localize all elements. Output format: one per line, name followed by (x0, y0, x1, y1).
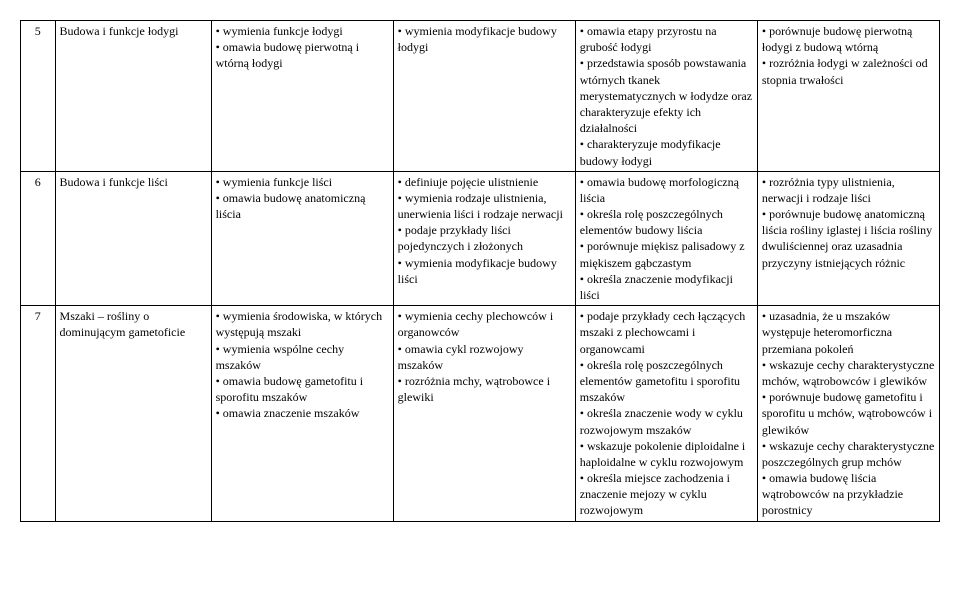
cell-level-3: omawia etapy przyrostu na grubość łodygi… (575, 21, 757, 172)
table-row: 6Budowa i funkcje liściwymienia funkcje … (21, 171, 940, 306)
bullet-item: omawia cykl rozwojowy mszaków (398, 341, 571, 373)
bullet-item: określa znaczenie modyfikacji liści (580, 271, 753, 303)
bullet-item: wymienia funkcje łodygi (216, 23, 389, 39)
bullet-item: wskazuje pokolenie diploidalne i haploid… (580, 438, 753, 470)
bullet-item: omawia budowę anatomiczną liścia (216, 190, 389, 222)
row-topic: Budowa i funkcje łodygi (55, 21, 211, 172)
bullet-item: wymienia środowiska, w których występują… (216, 308, 389, 340)
cell-level-4: porównuje budowę pierwotną łodygi z budo… (757, 21, 939, 172)
bullet-item: wskazuje cechy charakterystyczne poszcze… (762, 438, 935, 470)
bullet-item: omawia znaczenie mszaków (216, 405, 389, 421)
curriculum-table: 5Budowa i funkcje łodygiwymienia funkcje… (20, 20, 940, 522)
bullet-item: porównuje budowę gametofitu i sporofitu … (762, 389, 935, 438)
bullet-item: rozróżnia typy ulistnienia, nerwacji i r… (762, 174, 935, 206)
cell-level-3: omawia budowę morfologiczną liściaokreśl… (575, 171, 757, 306)
bullet-item: omawia etapy przyrostu na grubość łodygi (580, 23, 753, 55)
bullet-item: wymienia modyfikacje budowy łodygi (398, 23, 571, 55)
bullet-item: wymienia rodzaje ulistnienia, unerwienia… (398, 190, 571, 222)
bullet-item: przedstawia sposób powstawania wtórnych … (580, 55, 753, 136)
table-body: 5Budowa i funkcje łodygiwymienia funkcje… (21, 21, 940, 522)
bullet-item: porównuje miękisz palisadowy z miękiszem… (580, 238, 753, 270)
row-number: 5 (21, 21, 56, 172)
bullet-item: wymienia cechy plechowców i organowców (398, 308, 571, 340)
bullet-item: omawia budowę morfologiczną liścia (580, 174, 753, 206)
bullet-item: określa rolę poszczególnych elementów ga… (580, 357, 753, 406)
row-number: 6 (21, 171, 56, 306)
bullet-item: rozróżnia mchy, wątrobowce i glewiki (398, 373, 571, 405)
bullet-item: porównuje budowę anatomiczną liścia rośl… (762, 206, 935, 271)
bullet-item: definiuje pojęcie ulistnienie (398, 174, 571, 190)
bullet-item: określa znaczenie wody w cyklu rozwojowy… (580, 405, 753, 437)
row-number: 7 (21, 306, 56, 521)
bullet-item: określa rolę poszczególnych elementów bu… (580, 206, 753, 238)
cell-level-2: definiuje pojęcie ulistnieniewymienia ro… (393, 171, 575, 306)
table-row: 5Budowa i funkcje łodygiwymienia funkcje… (21, 21, 940, 172)
bullet-item: omawia budowę gametofitu i sporofitu msz… (216, 373, 389, 405)
bullet-item: charakteryzuje modyfikacje budowy łodygi (580, 136, 753, 168)
bullet-item: porównuje budowę pierwotną łodygi z budo… (762, 23, 935, 55)
bullet-item: omawia budowę pierwotną i wtórną łodygi (216, 39, 389, 71)
cell-level-1: wymienia środowiska, w których występują… (211, 306, 393, 521)
bullet-item: podaje przykłady liści pojedynczych i zł… (398, 222, 571, 254)
bullet-item: wymienia funkcje liści (216, 174, 389, 190)
cell-level-2: wymienia modyfikacje budowy łodygi (393, 21, 575, 172)
cell-level-1: wymienia funkcje liściomawia budowę anat… (211, 171, 393, 306)
bullet-item: uzasadnia, że u mszaków występuje hetero… (762, 308, 935, 357)
bullet-item: rozróżnia łodygi w zależności od stopnia… (762, 55, 935, 87)
cell-level-4: uzasadnia, że u mszaków występuje hetero… (757, 306, 939, 521)
row-topic: Budowa i funkcje liści (55, 171, 211, 306)
bullet-item: wymienia modyfikacje budowy liści (398, 255, 571, 287)
cell-level-4: rozróżnia typy ulistnienia, nerwacji i r… (757, 171, 939, 306)
cell-level-1: wymienia funkcje łodygiomawia budowę pie… (211, 21, 393, 172)
cell-level-3: podaje przykłady cech łączących mszaki z… (575, 306, 757, 521)
bullet-item: podaje przykłady cech łączących mszaki z… (580, 308, 753, 357)
row-topic: Mszaki – rośliny o dominującym gametofic… (55, 306, 211, 521)
bullet-item: wskazuje cechy charakterystyczne mchów, … (762, 357, 935, 389)
bullet-item: określa miejsce zachodzenia i znaczenie … (580, 470, 753, 519)
bullet-item: omawia budowę liścia wątrobowców na przy… (762, 470, 935, 519)
cell-level-2: wymienia cechy plechowców i organowcówom… (393, 306, 575, 521)
table-row: 7Mszaki – rośliny o dominującym gametofi… (21, 306, 940, 521)
bullet-item: wymienia wspólne cechy mszaków (216, 341, 389, 373)
